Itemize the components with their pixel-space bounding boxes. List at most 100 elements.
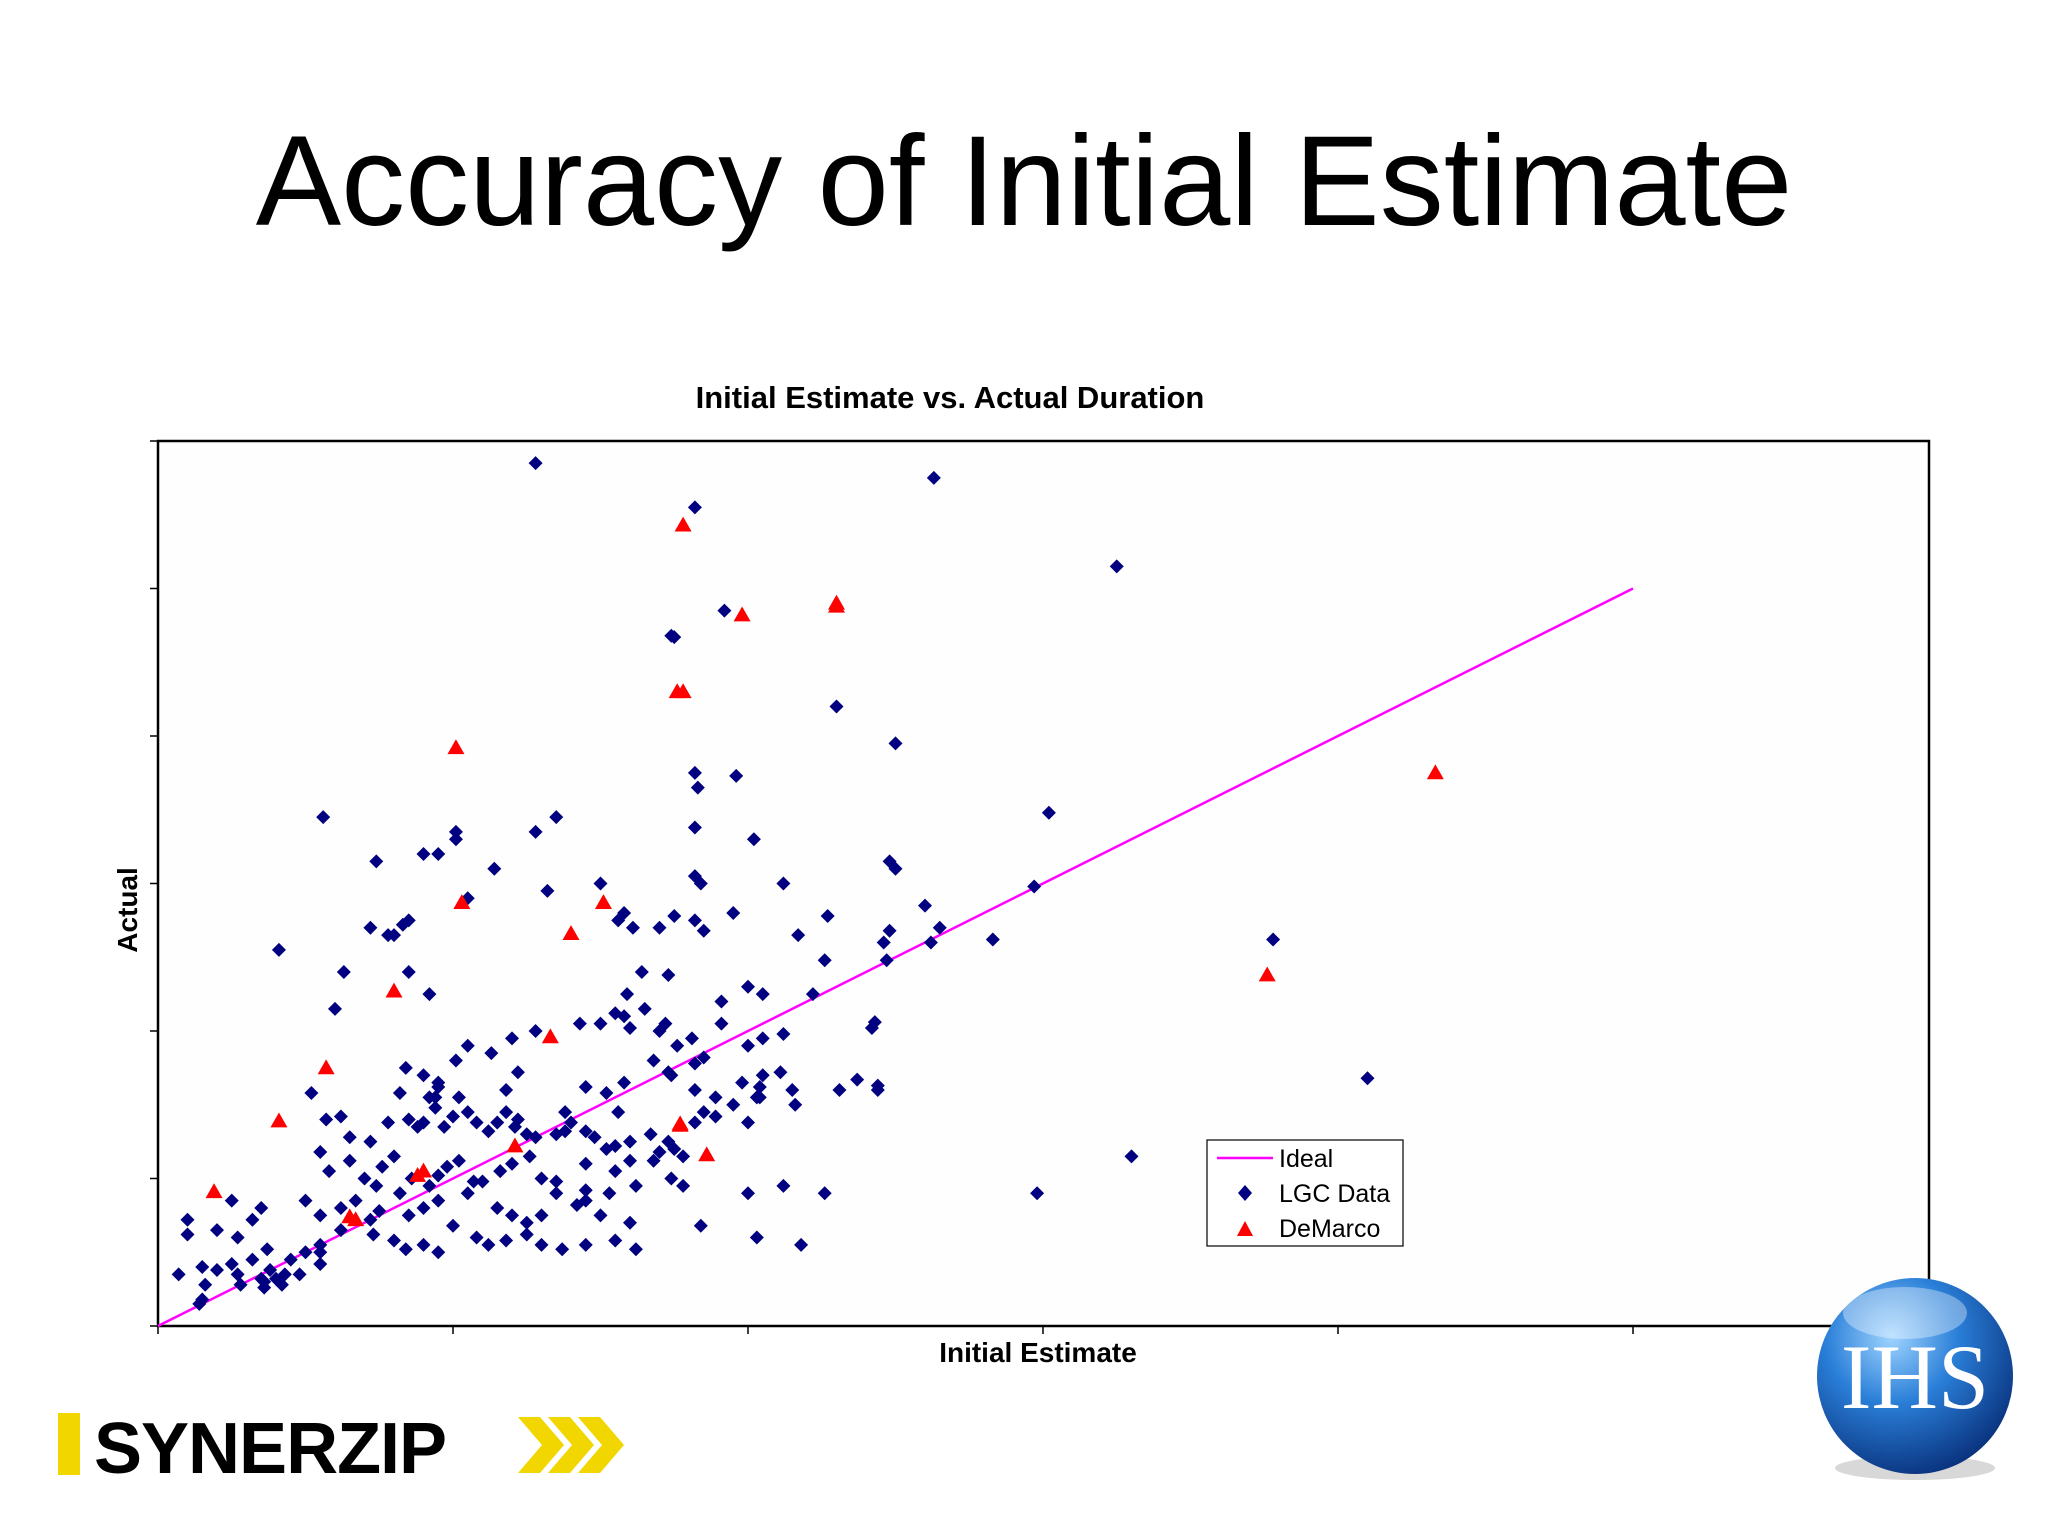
lgc-data-point (510, 1065, 525, 1080)
lgc-data-point (661, 1134, 676, 1149)
lgc-data-point (469, 1115, 484, 1130)
lgc-data-point (230, 1267, 245, 1282)
lgc-data-point (210, 1223, 224, 1238)
lgc-data-point (696, 1050, 711, 1065)
lgc-data-points (171, 456, 1375, 1311)
lgc-data-point (882, 923, 897, 938)
demarco-data-point (506, 1137, 524, 1153)
lgc-data-point (611, 913, 626, 928)
lgc-data-point (528, 824, 543, 839)
lgc-data-point (791, 928, 806, 943)
lgc-data-point (448, 832, 463, 847)
lgc-data-point (985, 932, 1000, 947)
lgc-data-point (348, 1193, 363, 1208)
lgc-data-point (623, 1153, 637, 1168)
lgc-data-point (817, 1186, 832, 1201)
lgc-data-point (923, 935, 938, 950)
lgc-data-point (776, 1026, 791, 1041)
lgc-data-point (625, 920, 640, 935)
lgc-data-point (519, 1215, 534, 1230)
lgc-data-point (342, 1130, 357, 1145)
y-axis-label: Actual (112, 867, 143, 953)
lgc-data-point (257, 1280, 272, 1295)
axis-ticks (150, 440, 1634, 1334)
lgc-data-point (755, 1068, 770, 1083)
lgc-data-point (528, 456, 543, 471)
lgc-data-point (505, 1208, 519, 1223)
lgc-data-point (569, 1198, 584, 1213)
demarco-data-point (671, 1115, 689, 1131)
lgc-data-point (322, 1164, 337, 1179)
lgc-data-point (342, 1153, 357, 1168)
lgc-data-point (726, 906, 741, 920)
lgc-data-point (328, 1001, 342, 1016)
lgc-data-point (785, 1083, 800, 1097)
ihs-logo-highlight (1843, 1287, 1967, 1339)
lgc-data-point (608, 1233, 623, 1248)
lgc-data-point (1360, 1071, 1375, 1086)
lgc-data-point (593, 1208, 608, 1223)
lgc-data-point (676, 1178, 691, 1193)
lgc-data-point (623, 1215, 637, 1230)
lgc-data-point (387, 1149, 401, 1164)
lgc-data-point (336, 965, 351, 979)
lgc-data-point (564, 1115, 578, 1130)
lgc-data-point (333, 1223, 348, 1238)
lgc-data-point (499, 1083, 514, 1097)
lgc-data-point (1027, 879, 1042, 894)
lgc-data-point (864, 1021, 879, 1036)
legend-lgc-label: LGC Data (1279, 1180, 1390, 1208)
lgc-data-point (481, 1237, 496, 1252)
lgc-data-point (416, 1237, 431, 1252)
lgc-data-point (469, 1230, 484, 1245)
lgc-data-point (870, 1078, 885, 1093)
lgc-data-point (696, 923, 711, 938)
demarco-data-point (205, 1183, 223, 1199)
demarco-data-point (317, 1059, 335, 1075)
lgc-data-point (448, 824, 463, 839)
demarco-data-point (594, 894, 612, 910)
legend: Ideal LGC Data DeMarco (1206, 1139, 1404, 1247)
lgc-data-point (755, 987, 770, 1002)
lgc-data-point (540, 883, 555, 898)
lgc-data-point (437, 1119, 452, 1134)
lgc-data-point (292, 1267, 307, 1282)
lgc-data-point (372, 1203, 387, 1218)
demarco-data-point (385, 982, 403, 998)
synerzip-logo: SYNERZIP (58, 1409, 624, 1489)
lgc-data-point (832, 1083, 847, 1097)
lgc-data-point (932, 920, 947, 935)
demarco-data-point (1426, 764, 1444, 780)
lgc-data-point (599, 1085, 614, 1100)
lgc-data-point (195, 1260, 210, 1274)
lgc-data-point (794, 1237, 809, 1252)
lgc-data-point (746, 832, 761, 847)
lgc-data-point (381, 1115, 396, 1130)
lgc-data-point (714, 994, 729, 1009)
lgc-data-point (398, 1242, 413, 1257)
lgc-data-point (788, 1097, 803, 1112)
lgc-data-point (499, 1233, 514, 1248)
lgc-data-point (717, 603, 732, 618)
lgc-data-point (749, 1090, 764, 1105)
lgc-data-point (487, 861, 502, 876)
lgc-data-point (522, 1149, 537, 1164)
lgc-data-point (431, 1193, 446, 1208)
lgc-data-point (602, 1186, 617, 1201)
lgc-data-point (171, 1267, 186, 1282)
chart-title: Initial Estimate vs. Actual Duration (696, 380, 1205, 415)
demarco-data-point (347, 1211, 365, 1227)
lgc-data-point (617, 1075, 632, 1090)
lgc-data-point (776, 1178, 791, 1193)
legend-ideal-label: Ideal (1279, 1145, 1333, 1173)
lgc-data-point (667, 630, 682, 645)
lgc-data-point (755, 1031, 770, 1046)
lgc-data-point (298, 1245, 313, 1260)
lgc-data-point (534, 1171, 549, 1186)
lgc-data-point (628, 1242, 643, 1257)
lgc-data-point (277, 1267, 292, 1282)
demarco-data-points (205, 516, 1444, 1227)
lgc-data-point (670, 1038, 685, 1053)
lgc-data-point (245, 1252, 260, 1267)
lgc-data-point (876, 935, 891, 950)
